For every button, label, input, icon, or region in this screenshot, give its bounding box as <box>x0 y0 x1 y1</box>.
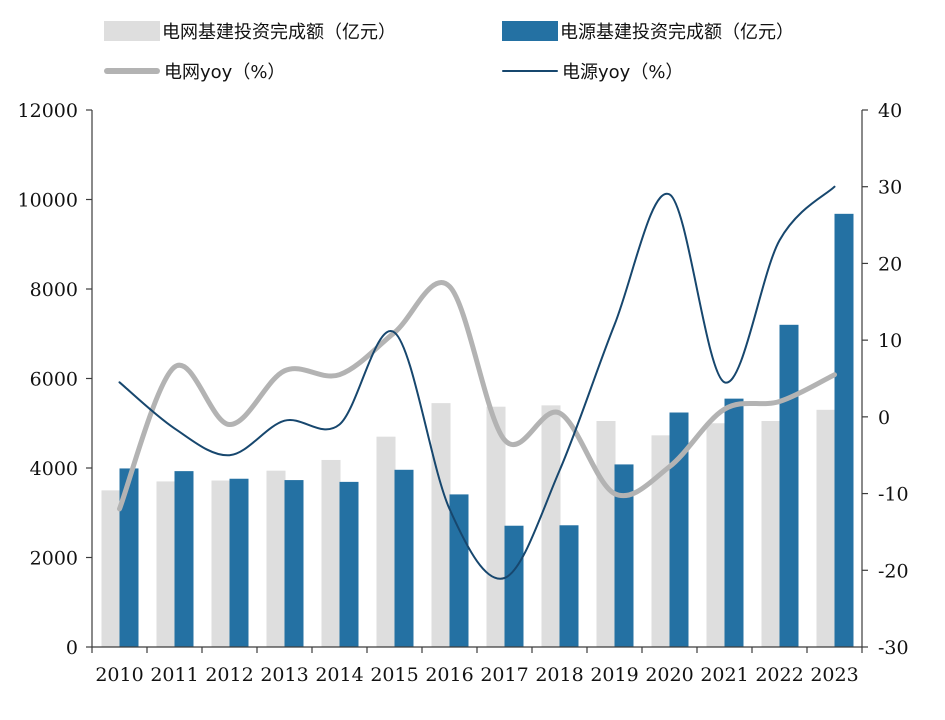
bar-series-grid-investment <box>101 403 836 647</box>
bar-grid-investment <box>596 421 616 647</box>
legend-label-grid-investment: 电网基建投资完成额（亿元） <box>162 22 396 43</box>
bar-grid-investment <box>101 490 121 647</box>
bar-grid-investment <box>706 423 726 647</box>
legend-label-grid-yoy: 电网yoy（%） <box>164 62 286 83</box>
y-right-tick-label: 10 <box>878 330 902 352</box>
axes-group: 0 2000 4000 6000 8000 10000 12000 -30 -20 -10 0 10 2… <box>18 100 909 686</box>
x-tick-label: 2020 <box>645 664 693 686</box>
bar-grid-investment <box>321 459 341 647</box>
bar-power-investment <box>449 494 469 647</box>
bar-power-investment <box>559 525 579 647</box>
bar-grid-investment <box>156 481 176 647</box>
legend-item-grid-investment: 电网基建投资完成额（亿元） <box>104 18 396 44</box>
x-tick-label: 2011 <box>150 664 198 686</box>
legend-swatch-power-investment <box>502 21 558 41</box>
bar-power-investment <box>779 324 799 647</box>
y-right-tick-label: 30 <box>878 177 902 199</box>
bar-power-investment <box>614 464 634 647</box>
legend-swatch-grid-yoy <box>104 68 160 74</box>
x-tick-label: 2012 <box>205 664 253 686</box>
y-left-tick-label: 8000 <box>30 279 78 301</box>
y-left-tick-label: 0 <box>66 637 78 659</box>
legend-swatch-grid-investment <box>104 21 160 41</box>
y-left-tick-label: 12000 <box>18 100 78 122</box>
y-right-tick-label: 40 <box>878 100 902 122</box>
y-right-tick-label: -30 <box>878 637 909 659</box>
x-tick-label: 2015 <box>370 664 418 686</box>
y-right-tick-label: -20 <box>878 560 909 582</box>
y-left-tick-label: 6000 <box>30 369 78 391</box>
bar-power-investment <box>504 525 524 647</box>
line-power-yoy <box>118 185 836 580</box>
bar-grid-investment <box>541 405 561 647</box>
bar-grid-investment <box>761 421 781 647</box>
bar-power-investment <box>119 468 139 647</box>
legend-item-power-yoy: 电源yoy（%） <box>502 58 683 84</box>
bar-power-investment <box>834 213 854 647</box>
bar-power-investment <box>394 469 414 647</box>
bar-grid-investment <box>431 403 451 647</box>
legend-item-grid-yoy: 电网yoy（%） <box>104 58 285 84</box>
y-right-tick-label: 0 <box>878 407 890 429</box>
y-right-tick-label: -10 <box>878 484 909 506</box>
x-tick-label: 2023 <box>810 664 858 686</box>
bar-power-investment <box>174 471 194 647</box>
line-series-group <box>117 185 837 580</box>
bar-power-investment <box>339 481 359 647</box>
bar-grid-investment <box>486 406 506 647</box>
bar-grid-investment <box>266 470 286 647</box>
y-right-tick-label: 20 <box>878 253 902 275</box>
y-left-tick-label: 2000 <box>30 548 78 570</box>
x-tick-label: 2019 <box>590 664 638 686</box>
x-tick-label: 2021 <box>700 664 748 686</box>
bar-power-investment <box>669 412 689 647</box>
x-tick-label: 2017 <box>480 664 528 686</box>
legend-item-power-investment: 电源基建投资完成额（亿元） <box>502 18 794 44</box>
bar-grid-investment <box>651 435 671 647</box>
x-tick-label: 2013 <box>260 664 308 686</box>
x-tick-label: 2014 <box>315 664 363 686</box>
x-tick-label: 2022 <box>755 664 803 686</box>
legend-swatch-power-yoy <box>502 70 558 72</box>
bar-grid-investment <box>816 409 836 647</box>
line-grid-yoy <box>117 280 837 512</box>
x-tick-label: 2018 <box>535 664 583 686</box>
legend-label-power-investment: 电源基建投资完成额（亿元） <box>560 22 794 43</box>
y-left-tick-label: 10000 <box>18 190 78 212</box>
x-tick-label: 2016 <box>425 664 473 686</box>
x-tick-label: 2010 <box>95 664 143 686</box>
bar-power-investment <box>724 398 744 647</box>
y-left-tick-label: 4000 <box>30 458 78 480</box>
legend-label-power-yoy: 电源yoy（%） <box>562 62 684 83</box>
bar-series-power-investment <box>119 213 854 647</box>
bar-power-investment <box>284 480 304 647</box>
bar-power-investment <box>229 478 249 647</box>
bar-grid-investment <box>376 436 396 647</box>
bar-grid-investment <box>211 480 231 647</box>
